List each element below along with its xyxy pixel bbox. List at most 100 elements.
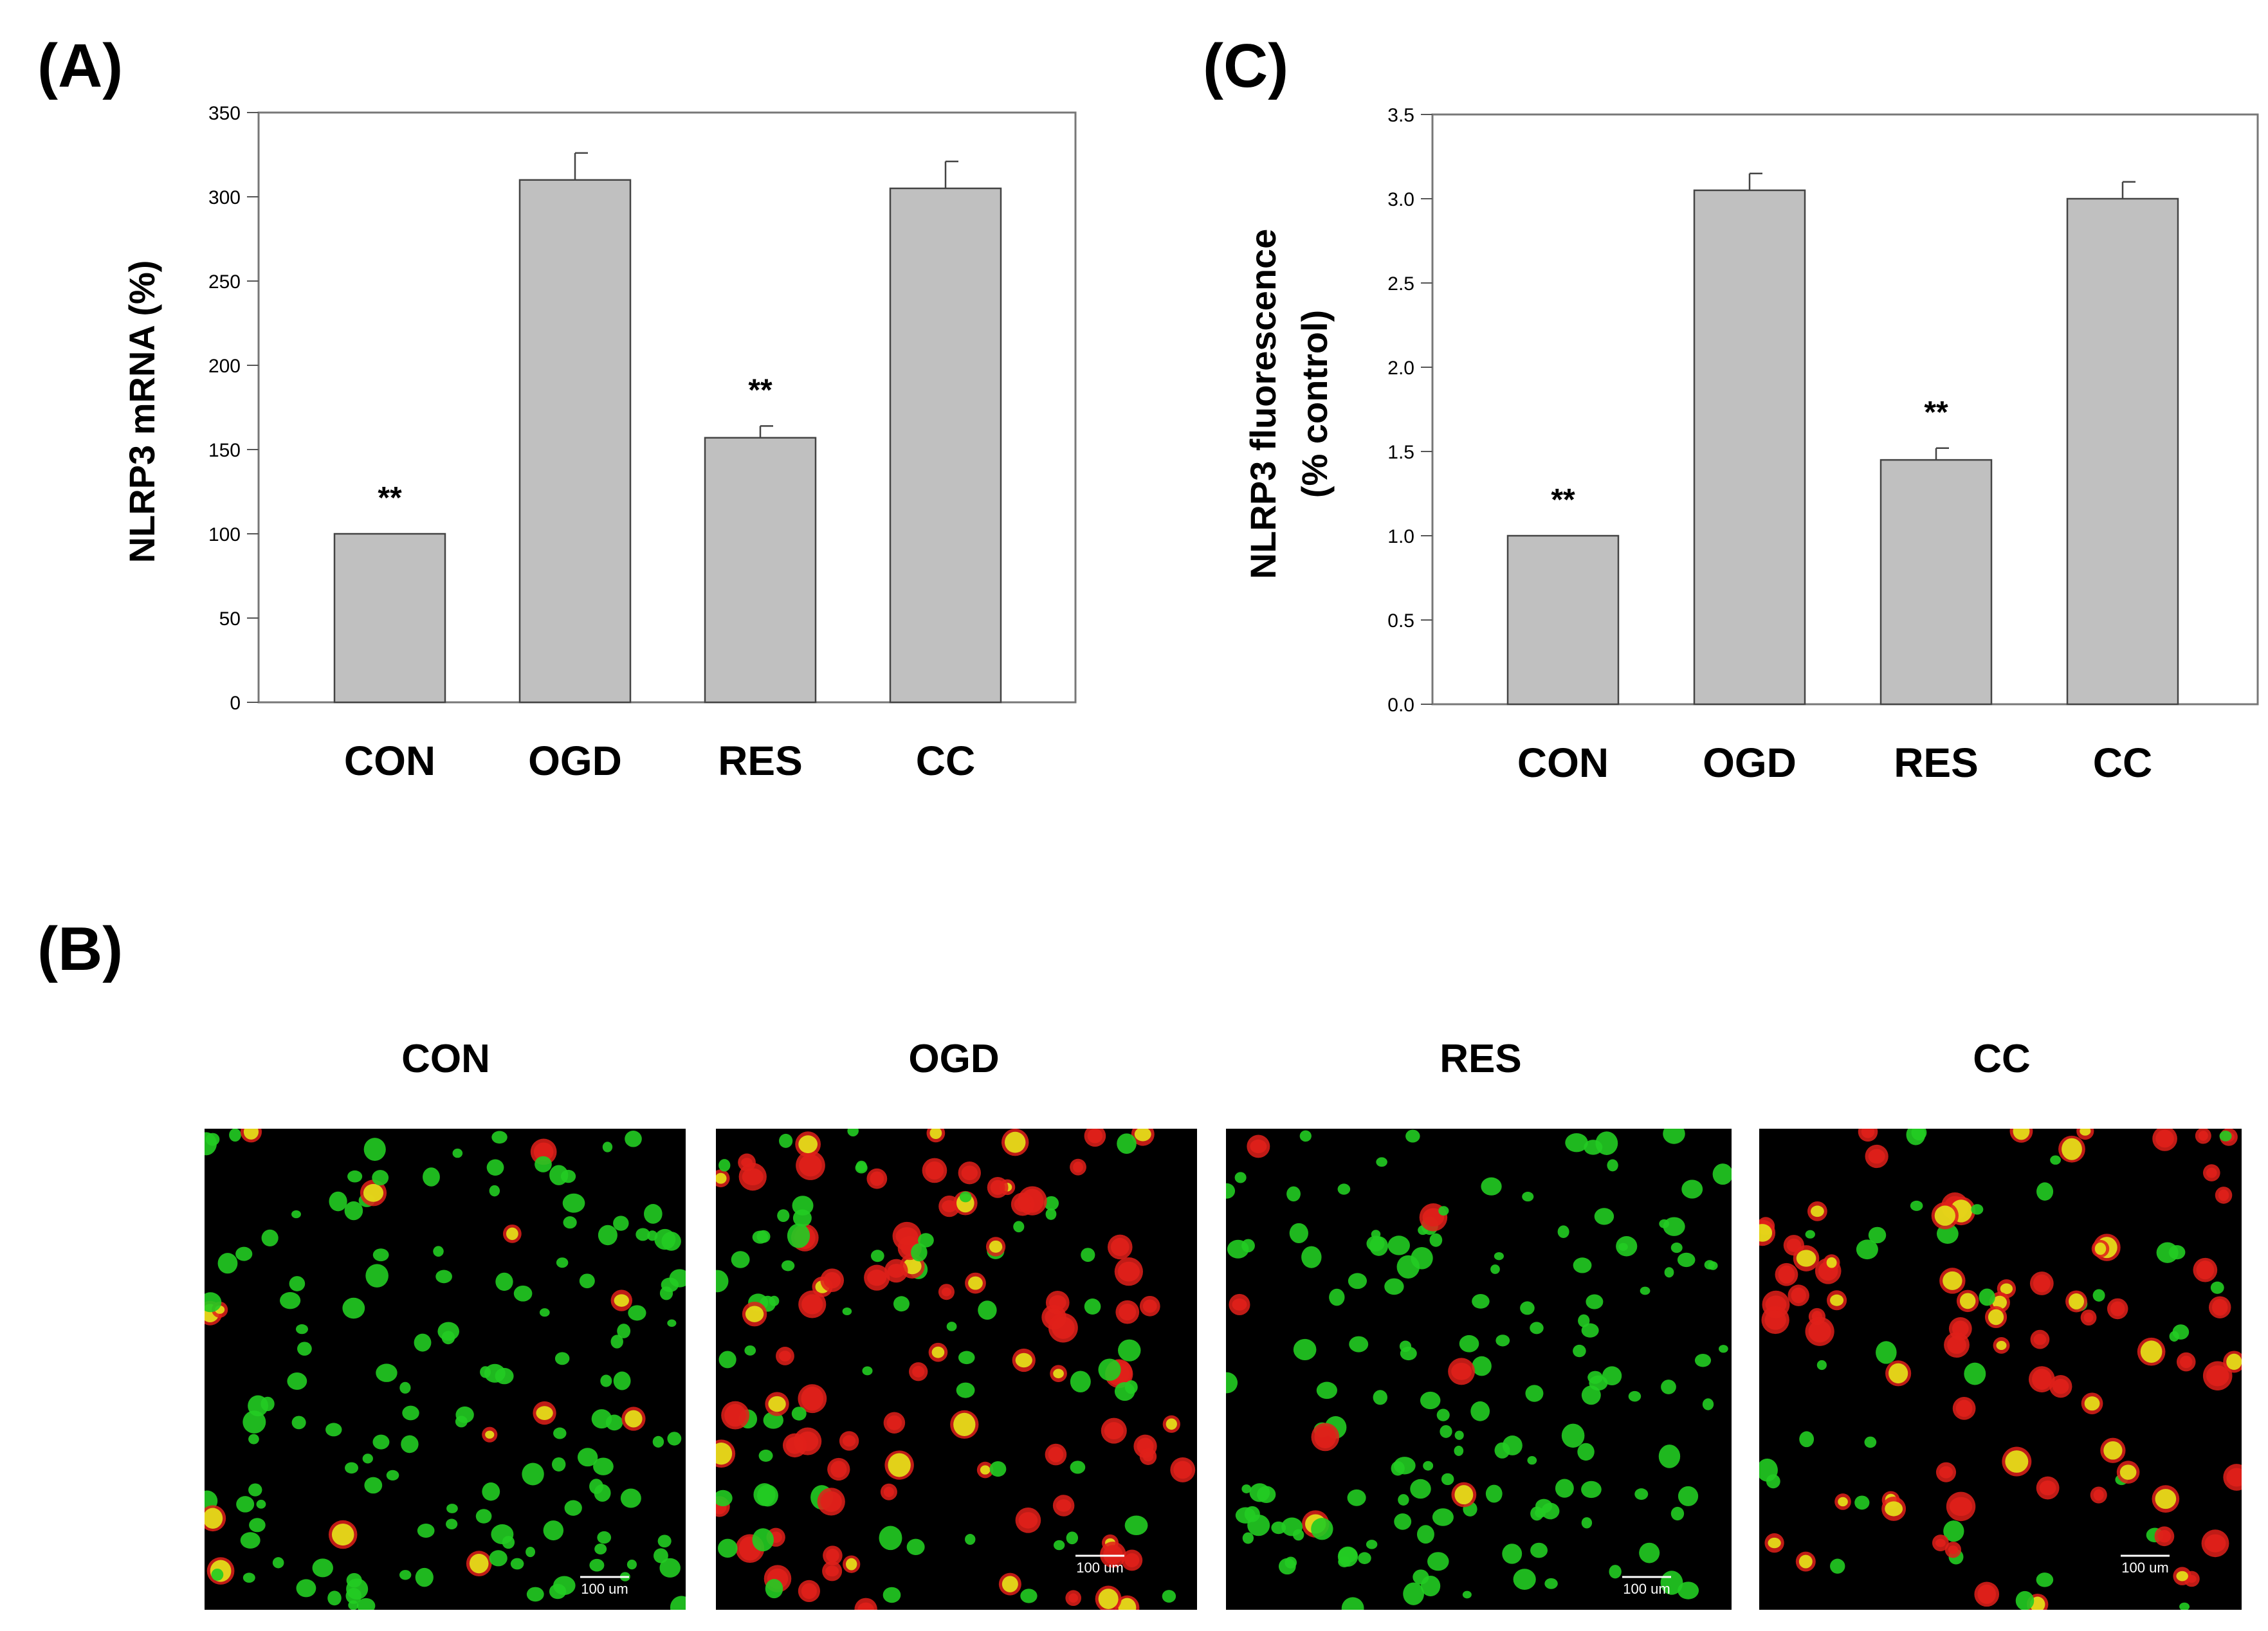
cell [347, 1170, 363, 1183]
cell [402, 1405, 419, 1421]
cells [1226, 1129, 1732, 1610]
cell [1959, 1293, 1976, 1309]
cell [248, 1483, 262, 1497]
category-label-con: CON [344, 738, 435, 784]
y-tick-label: 100 [208, 524, 241, 545]
cell [1299, 1130, 1312, 1142]
cell [724, 1403, 747, 1427]
cell [1104, 1422, 1124, 1440]
cell [1281, 1517, 1303, 1536]
cell [1422, 1208, 1445, 1227]
cell [1081, 1248, 1095, 1262]
cell [536, 1406, 553, 1420]
cell [1004, 1131, 1026, 1153]
cell [1098, 1358, 1121, 1381]
cell [1124, 1553, 1140, 1568]
cell [2039, 1481, 2056, 1496]
cell [1314, 1425, 1337, 1449]
cell [820, 1491, 842, 1512]
cell [779, 1133, 793, 1148]
cell [236, 1496, 255, 1513]
cell [1910, 1200, 1923, 1211]
cell [1118, 1339, 1141, 1362]
cell [510, 1558, 524, 1570]
cell [1166, 1418, 1177, 1430]
cell [1394, 1513, 1412, 1530]
cell [1830, 1558, 1845, 1574]
cell [2033, 1333, 2047, 1345]
cell [1799, 1431, 1815, 1448]
cell [1117, 1133, 1137, 1154]
cell [1943, 1271, 1962, 1290]
cell [2033, 1274, 2051, 1293]
cell [2226, 1353, 2242, 1371]
cell [526, 1547, 536, 1558]
cell [1337, 1183, 1351, 1195]
cell [1718, 1345, 1728, 1353]
cell [2119, 1464, 2137, 1480]
cell [1441, 1473, 1454, 1486]
cell [847, 1129, 859, 1136]
cell [1173, 1461, 1193, 1479]
cell [613, 1371, 631, 1390]
cell [1405, 1129, 1420, 1143]
chart-c-x-axis: CON OGD RES CC [1517, 740, 2152, 786]
cell [1043, 1196, 1059, 1210]
cell [792, 1209, 812, 1227]
cell [862, 1366, 873, 1376]
cell [2211, 1298, 2228, 1316]
cell [1073, 1162, 1083, 1173]
cell [1888, 1363, 1908, 1383]
cell [423, 1167, 440, 1187]
cell [2157, 1529, 2172, 1543]
cell [485, 1430, 495, 1439]
cell [362, 1453, 373, 1464]
cell [435, 1270, 452, 1284]
cell [799, 1154, 822, 1177]
cell [1250, 1139, 1267, 1154]
category-label-res: RES [718, 738, 803, 784]
cell [1242, 1532, 1254, 1544]
cell [968, 1276, 983, 1290]
cell [1494, 1252, 1504, 1261]
bar-cc [889, 187, 1002, 704]
cell [842, 1435, 856, 1447]
cell [414, 1333, 432, 1352]
cell [1977, 1584, 1997, 1604]
cell [2110, 1301, 2125, 1317]
cell [1119, 1304, 1137, 1321]
cell [1868, 1149, 1885, 1164]
cell [1502, 1544, 1523, 1564]
cell [1861, 1129, 1875, 1138]
cell [346, 1578, 369, 1600]
cell [363, 1138, 386, 1162]
cell [345, 1462, 359, 1474]
cell [1495, 1335, 1510, 1347]
cell [1573, 1257, 1592, 1273]
cell [506, 1227, 518, 1241]
cell [1110, 1237, 1129, 1257]
cell [870, 1171, 884, 1187]
cell [1316, 1381, 1337, 1399]
cell [626, 1559, 637, 1570]
bar-res [704, 437, 817, 704]
cell [480, 1366, 491, 1378]
micrographs: 100 um 100 um 100 um 100 um [205, 1129, 2242, 1610]
cell [243, 1129, 259, 1140]
cell [989, 1461, 1007, 1477]
y-tick-label: 50 [219, 608, 241, 630]
cell [1658, 1444, 1681, 1468]
cell [1577, 1443, 1595, 1461]
cell [1454, 1485, 1474, 1505]
cells [205, 1129, 686, 1610]
cell [716, 1443, 733, 1465]
cell [549, 1165, 569, 1185]
cell [489, 1185, 500, 1197]
cell [883, 1587, 901, 1603]
cell [1808, 1320, 1831, 1343]
cell [718, 1538, 738, 1558]
cell [1573, 1344, 1586, 1358]
cell [417, 1523, 435, 1538]
cell [1013, 1221, 1025, 1233]
cell [2036, 1182, 2054, 1201]
